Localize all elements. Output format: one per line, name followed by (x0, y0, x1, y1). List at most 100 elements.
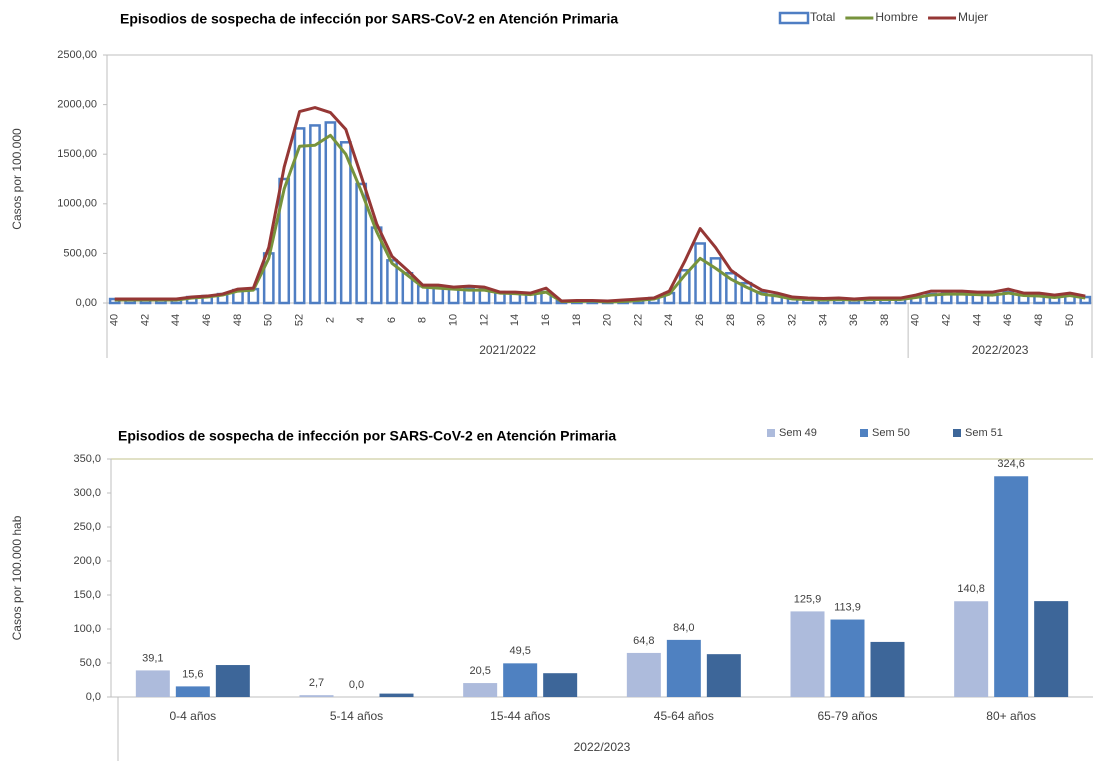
y-tick-label: 300,0 (73, 487, 101, 499)
bar (666, 639, 701, 697)
y-tick-label: 350,0 (73, 453, 101, 465)
bar (626, 652, 661, 697)
x-tick-label: 30 (756, 314, 768, 326)
group-label: 2022/2023 (972, 343, 1029, 357)
legend-label: Mujer (958, 10, 988, 24)
x-tick-label: 46 (201, 314, 213, 326)
bar (463, 683, 498, 697)
x-tick-label: 6 (386, 317, 398, 323)
bar (215, 665, 250, 697)
bar (1034, 601, 1069, 697)
x-tick-label: 80+ años (986, 709, 1036, 723)
y-tick-label: 250,0 (73, 521, 101, 533)
bar (740, 281, 753, 305)
x-tick-label: 42 (941, 314, 953, 326)
legend-label: Sem 50 (872, 427, 910, 439)
x-tick-label: 4 (355, 317, 367, 323)
x-tick-label: 50 (263, 314, 275, 326)
legend-swatch (767, 429, 775, 437)
bar (278, 177, 291, 305)
x-tick-label: 42 (139, 314, 151, 326)
legend-label: Sem 51 (965, 427, 1003, 439)
bar (709, 257, 722, 305)
bar (299, 695, 334, 697)
x-tick-label: 20 (602, 314, 614, 326)
value-label: 49,5 (509, 645, 530, 657)
legend-swatch (860, 429, 868, 437)
y-tick-label: 0,00 (76, 297, 97, 309)
x-tick-label: 38 (879, 314, 891, 326)
x-tick-label: 24 (663, 314, 675, 326)
value-label: 125,9 (794, 593, 822, 605)
x-tick-label: 14 (509, 314, 521, 326)
legend-swatch (953, 429, 961, 437)
bar (694, 242, 707, 305)
value-label: 113,9 (834, 601, 861, 613)
legend-label: Hombre (875, 10, 918, 24)
x-tick-label: 36 (848, 314, 860, 326)
bar (790, 611, 825, 697)
x-tick-label: 5-14 años (330, 709, 383, 723)
bar (994, 476, 1029, 697)
x-tick-label: 44 (170, 314, 182, 326)
y-tick-label: 1500,00 (57, 148, 97, 160)
x-tick-label: 22 (632, 314, 644, 326)
x-tick-label: 26 (694, 314, 706, 326)
x-tick-label: 15-44 años (490, 709, 550, 723)
x-tick-label: 0-4 años (169, 709, 216, 723)
value-label: 39,1 (142, 652, 163, 664)
bar (706, 654, 741, 697)
x-tick-label: 45-64 años (654, 709, 714, 723)
x-tick-label: 34 (817, 314, 829, 326)
y-tick-label: 1000,00 (57, 198, 97, 210)
legend-label: Sem 49 (779, 427, 817, 439)
value-label: 0,0 (349, 679, 364, 691)
x-tick-label: 32 (786, 314, 798, 326)
y-tick-label: 50,0 (80, 657, 101, 669)
x-tick-label: 46 (1002, 314, 1014, 326)
bar (309, 124, 321, 305)
x-tick-label: 40 (109, 314, 121, 326)
legend-label: Total (810, 10, 835, 24)
bar (355, 182, 368, 305)
value-label: 20,5 (469, 665, 490, 677)
bar (678, 269, 691, 305)
y-tick-label: 0,0 (86, 691, 101, 703)
bar (870, 641, 905, 697)
bar (755, 290, 768, 305)
x-tick-label: 44 (971, 314, 983, 326)
value-label: 84,0 (673, 622, 694, 634)
y-tick-label: 2500,00 (57, 49, 97, 61)
y-tick-label: 150,0 (73, 589, 101, 601)
chart-title: Episodios de sospecha de infección por S… (118, 428, 616, 444)
bar (379, 693, 414, 697)
bar (401, 271, 414, 305)
bar (503, 663, 538, 697)
y-tick-label: 200,0 (73, 555, 101, 567)
y-tick-label: 500,00 (63, 247, 97, 259)
bar (175, 686, 210, 697)
x-tick-label: 16 (540, 314, 552, 326)
x-tick-label: 28 (725, 314, 737, 326)
y-tick-label: 100,0 (73, 623, 101, 635)
line-series (114, 106, 1086, 303)
bar (725, 271, 737, 305)
y-tick-label: 2000,00 (57, 99, 97, 111)
bar (954, 601, 989, 697)
bar (324, 121, 337, 305)
value-label: 140,8 (957, 583, 985, 595)
x-tick-label: 48 (1033, 314, 1045, 326)
x-tick-label: 50 (1064, 314, 1076, 326)
bar (830, 619, 865, 697)
x-tick-label: 10 (448, 314, 460, 326)
value-label: 64,8 (633, 635, 654, 647)
bar (463, 286, 475, 305)
y-axis-label: Casos por 100.000 hab (10, 515, 24, 640)
value-label: 15,6 (182, 668, 203, 680)
bar (135, 670, 170, 697)
legend-swatch (778, 11, 810, 25)
y-axis-label: Casos por 100.000 (10, 128, 24, 230)
plot-frame (106, 54, 1093, 304)
x-tick-label: 40 (910, 314, 922, 326)
